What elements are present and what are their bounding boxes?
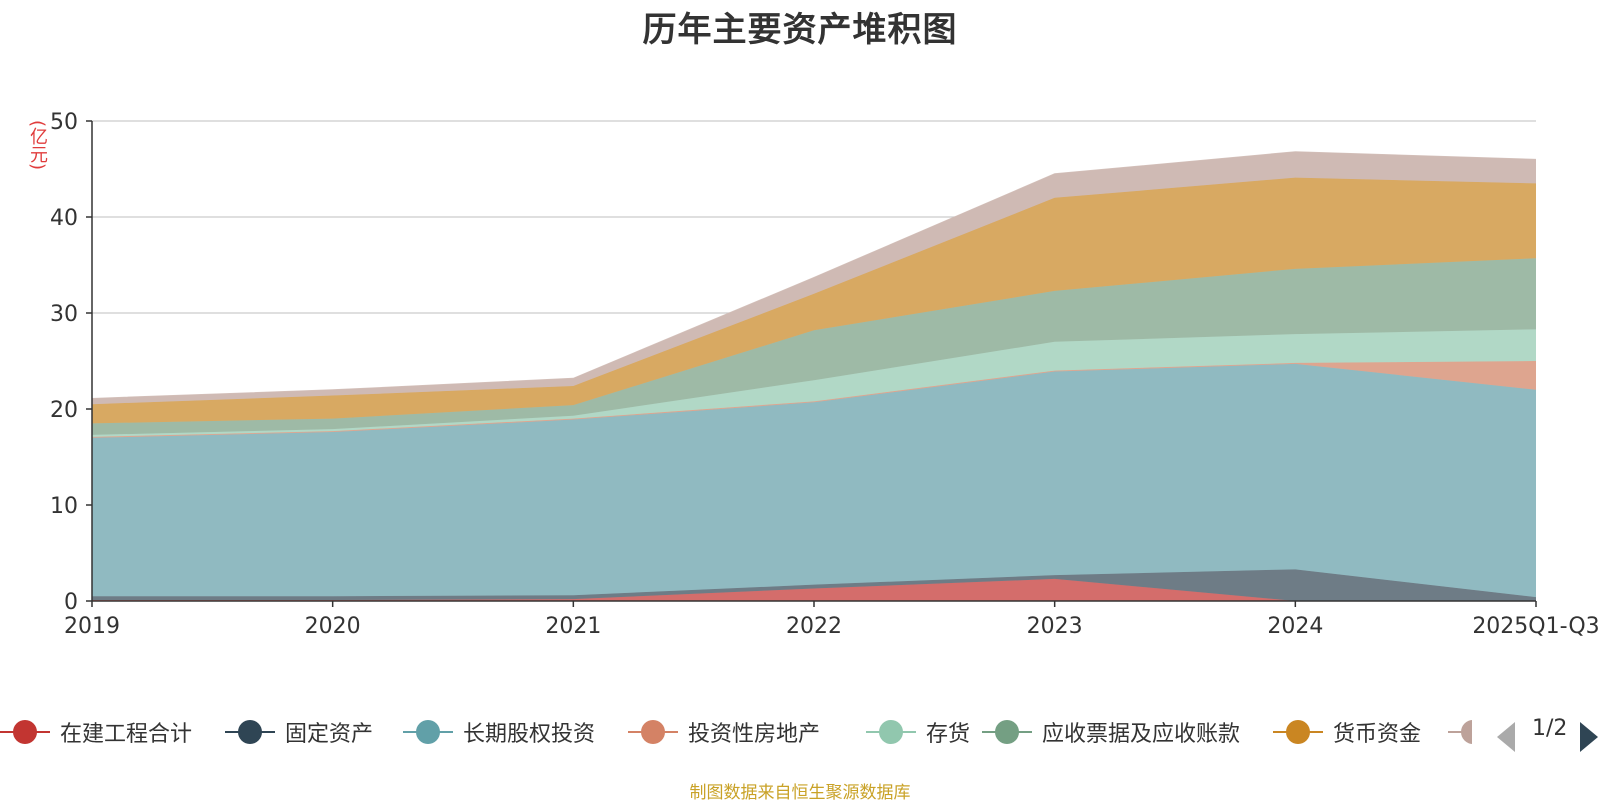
legend-page-indicator: 1/2 xyxy=(1532,716,1568,741)
legend-label: 投资性房地产 xyxy=(688,722,821,747)
y-tick-label: 40 xyxy=(50,206,78,231)
y-tick-label: 50 xyxy=(50,110,78,135)
legend-label: 长期股权投资 xyxy=(463,722,596,747)
legend-symbol-icon xyxy=(1448,720,1472,744)
stacked-areas xyxy=(91,151,1537,602)
source-note: 制图数据来自恒生聚源数据库 xyxy=(689,783,911,803)
area-series[interactable] xyxy=(92,361,1536,438)
legend-item[interactable]: 存货 xyxy=(866,712,970,752)
legend-item[interactable]: 应收票据及应收账款 xyxy=(982,712,1240,752)
legend-item[interactable]: 货币资金 xyxy=(1273,712,1421,752)
legend-item[interactable]: 固定资产 xyxy=(225,712,373,752)
x-tick-label: 2021 xyxy=(545,614,601,639)
x-tick-labels: 2019 2020 2021 2022 2023 2024 2025Q1-Q3 xyxy=(64,614,1600,639)
x-tick-label: 2025Q1-Q3 xyxy=(1472,614,1599,639)
area-chart: 0 10 20 30 40 50 2019 2020 2021 2022 2023 2024 2025… xyxy=(50,110,1600,639)
axes xyxy=(86,120,1537,607)
area-series[interactable] xyxy=(92,177,1536,424)
area-series-edge xyxy=(91,151,1537,399)
y-tick-label: 20 xyxy=(50,398,78,423)
legend-prev-page-icon[interactable] xyxy=(1497,722,1515,752)
legend-symbol-icon xyxy=(982,720,1032,744)
legend-item-partial[interactable] xyxy=(1448,712,1472,752)
chart-legend: 在建工程合计 固定资产 长期股权投资 投资性房地产 存货 应收票据及应收账款 货币资金 xyxy=(0,712,1600,752)
x-tick-label: 2019 xyxy=(64,614,120,639)
legend-next-page-icon[interactable] xyxy=(1580,722,1598,752)
chart-title: 历年主要资产堆积图 xyxy=(642,10,958,50)
area-series[interactable] xyxy=(92,258,1536,435)
legend-label: 在建工程合计 xyxy=(60,722,193,747)
y-tick-label: 10 xyxy=(50,494,78,519)
legend-symbol-icon xyxy=(1273,720,1323,744)
y-tick-label: 30 xyxy=(50,302,78,327)
x-tick-label: 2024 xyxy=(1267,614,1323,639)
area-series[interactable] xyxy=(92,363,1536,598)
x-tick-label: 2020 xyxy=(305,614,361,639)
legend-symbol-icon xyxy=(628,720,678,744)
legend-label: 货币资金 xyxy=(1333,722,1422,747)
x-tick-label: 2022 xyxy=(786,614,842,639)
legend-item[interactable]: 在建工程合计 xyxy=(0,712,192,752)
area-series[interactable] xyxy=(92,329,1536,437)
y-axis-unit-label: (亿元) xyxy=(27,120,48,171)
area-series[interactable] xyxy=(92,578,1536,601)
y-tick-label: 0 xyxy=(64,590,78,615)
legend-symbol-icon xyxy=(866,720,916,744)
legend-label: 固定资产 xyxy=(285,722,374,747)
legend-item[interactable]: 长期股权投资 xyxy=(403,712,595,752)
legend-symbol-icon xyxy=(0,720,50,744)
legend-symbol-icon xyxy=(225,720,275,744)
legend-item[interactable]: 投资性房地产 xyxy=(628,712,820,752)
legend-label: 存货 xyxy=(926,722,971,747)
legend-label: 应收票据及应收账款 xyxy=(1042,722,1241,747)
y-tick-labels: 0 10 20 30 40 50 xyxy=(50,110,78,615)
x-tick-label: 2023 xyxy=(1027,614,1083,639)
legend-symbol-icon xyxy=(403,720,453,744)
